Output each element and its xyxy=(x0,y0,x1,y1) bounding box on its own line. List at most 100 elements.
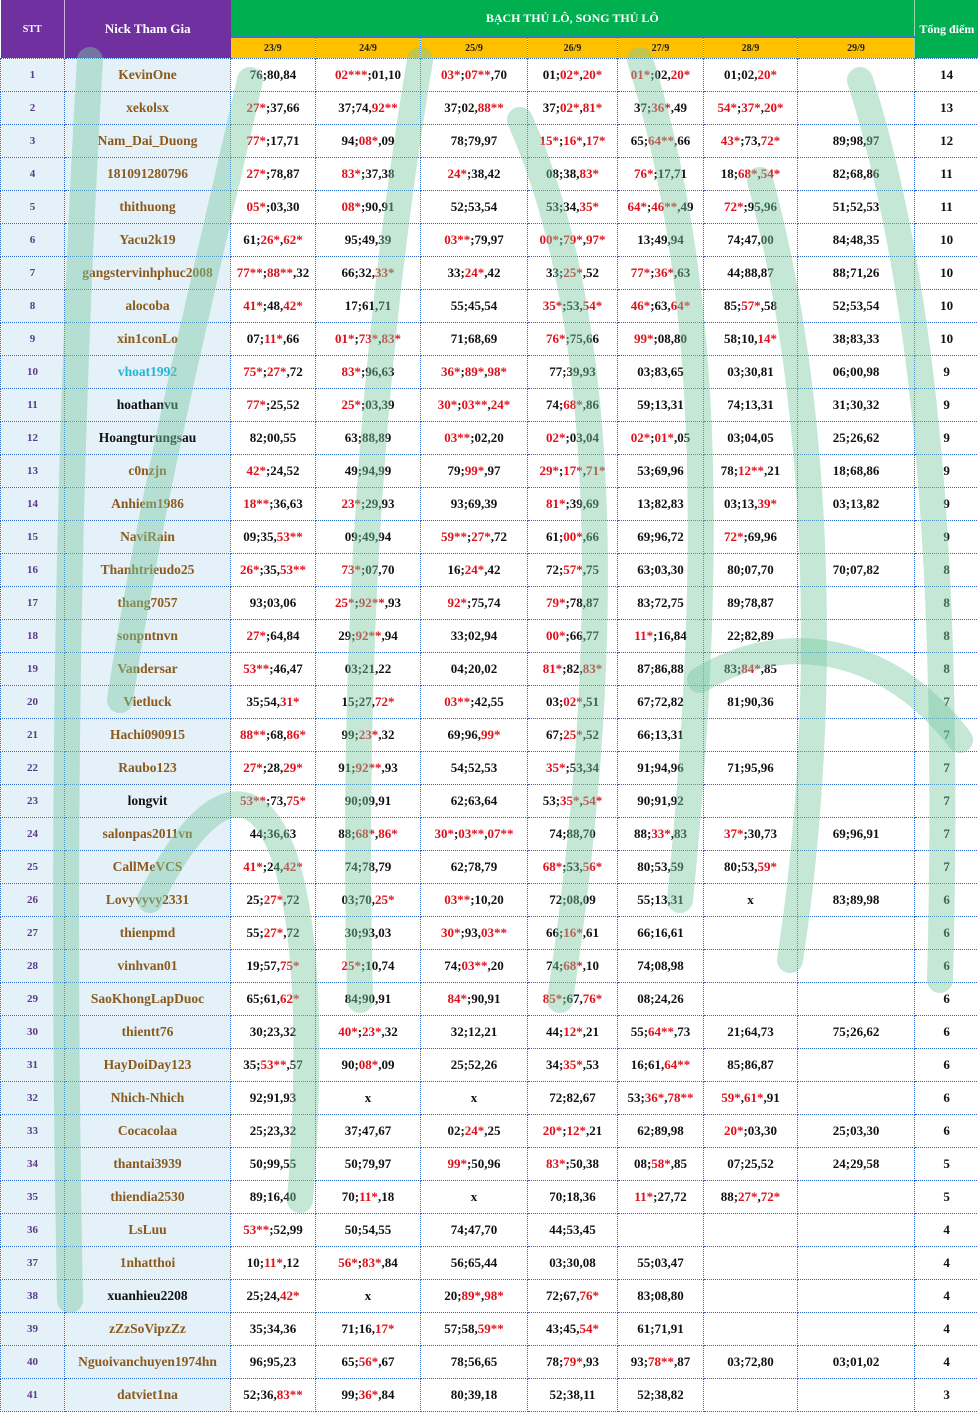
pick-number: 38 xyxy=(833,331,846,346)
hit-number: 11* xyxy=(634,628,653,643)
player-nick: Vietluck xyxy=(65,686,231,719)
hit-number: 30* xyxy=(438,397,458,412)
pick-cell: 15;27,72* xyxy=(316,686,421,719)
pick-cell: 74;88,70 xyxy=(528,818,618,851)
hit-number: 41* xyxy=(243,298,263,313)
pick-number: 97 xyxy=(491,232,504,247)
pick-number: 83 xyxy=(637,595,650,610)
pick-number: 20 xyxy=(491,892,504,907)
pick-number: 06 xyxy=(283,595,296,610)
hit-number: 35* xyxy=(560,793,580,808)
hit-number: 02* xyxy=(546,430,566,445)
hit-number: 27* xyxy=(264,892,284,907)
pick-number: 78 xyxy=(721,463,734,478)
pick-cell: 56*;83*,84 xyxy=(316,1247,421,1280)
pick-number: 26 xyxy=(850,1024,863,1039)
pick-number: 74 xyxy=(356,100,369,115)
player-nick: thantai3939 xyxy=(65,1148,231,1181)
pick-number: 67 xyxy=(378,1123,391,1138)
pick-number: 20 xyxy=(468,661,481,676)
hit-number: 92** xyxy=(356,628,382,643)
pick-number: 84 xyxy=(345,991,358,1006)
hit-number: 72* xyxy=(724,199,744,214)
pick-number: 75 xyxy=(570,331,583,346)
pick-number: 07 xyxy=(727,1156,740,1171)
pick-number: 52 xyxy=(468,1057,481,1072)
pick-cell: 61;00*,66 xyxy=(528,521,618,554)
hit-number: 03** xyxy=(462,958,488,973)
pick-cell: 25;27*,72 xyxy=(231,884,316,917)
pick-cell: 90;08*,09 xyxy=(316,1049,421,1082)
pick-number: 66 xyxy=(341,265,354,280)
pick-cell: 30;93,03 xyxy=(316,917,421,950)
pick-number: 66 xyxy=(286,331,299,346)
pick-cell: 93;78**,87 xyxy=(618,1346,704,1379)
pick-number: 99 xyxy=(290,1222,303,1237)
hit-number: 71* xyxy=(586,463,606,478)
pick-number: 68 xyxy=(850,166,863,181)
hit-number: 07** xyxy=(465,67,491,82)
pick-number: 36 xyxy=(283,1321,296,1336)
pick-number: 83 xyxy=(674,826,687,841)
player-nick: thang7057 xyxy=(65,587,231,620)
pick-cell xyxy=(798,1082,915,1115)
nick-header: Nick Tham Gia xyxy=(65,0,231,59)
pick-cell: 30;23,32 xyxy=(231,1016,316,1049)
pick-number: 87 xyxy=(287,166,300,181)
hit-number: 88** xyxy=(478,100,504,115)
total-score: 10 xyxy=(915,257,978,290)
hit-number: 17* xyxy=(563,463,583,478)
row-number: 8 xyxy=(1,290,65,323)
pick-number: 13 xyxy=(655,397,668,412)
pick-cell: 25;52,26 xyxy=(421,1049,528,1082)
hit-number: 83* xyxy=(382,331,402,346)
pick-number: 61 xyxy=(264,991,277,1006)
pick-number: 90 xyxy=(362,991,375,1006)
pick-number: 03 xyxy=(549,1255,562,1270)
pick-number: 24 xyxy=(267,859,280,874)
pick-number: 74 xyxy=(546,397,559,412)
pick-number: 54 xyxy=(451,760,464,775)
pick-cell: 78;79*,93 xyxy=(528,1346,618,1379)
hit-number: 77** xyxy=(237,265,263,280)
pick-number: 53 xyxy=(546,199,559,214)
pick-number: 70 xyxy=(359,892,372,907)
pick-number: 44 xyxy=(549,1222,562,1237)
pick-cell: 02*;03,04 xyxy=(528,422,618,455)
pick-number: 63 xyxy=(345,430,358,445)
pick-number: 57 xyxy=(290,1057,303,1072)
pick-number: 78 xyxy=(451,1354,464,1369)
pick-number: 39 xyxy=(468,1387,481,1402)
pick-number: 53 xyxy=(866,199,879,214)
date-header: 25/9 xyxy=(421,37,528,59)
pick-number: 16 xyxy=(267,1189,280,1204)
pick-cell: 89;16,40 xyxy=(231,1181,316,1214)
pick-number: 16 xyxy=(657,628,670,643)
hit-number: 53** xyxy=(243,1222,269,1237)
pick-number: 90 xyxy=(365,199,378,214)
pick-number: 29 xyxy=(850,1156,863,1171)
pick-number: 35 xyxy=(866,232,879,247)
pick-number: 50 xyxy=(250,1156,263,1171)
pick-number: 61 xyxy=(671,925,684,940)
pick-cell: 77*;17,71 xyxy=(231,125,316,158)
hit-number: 20* xyxy=(724,1123,744,1138)
hit-number: 27* xyxy=(246,166,266,181)
hit-number: 72* xyxy=(375,694,395,709)
pick-number: 97 xyxy=(484,133,497,148)
pick-number: 72 xyxy=(287,925,300,940)
pick-number: 66 xyxy=(546,925,559,940)
hit-number: 12* xyxy=(567,1123,587,1138)
pick-number: 56 xyxy=(451,1255,464,1270)
pick-number: x xyxy=(747,892,754,907)
hit-number: 76* xyxy=(583,991,603,1006)
pick-number: 80 xyxy=(451,1387,464,1402)
hit-number: 42* xyxy=(280,1288,300,1303)
pick-number: 62 xyxy=(451,793,464,808)
pick-cell: 32;12,21 xyxy=(421,1016,528,1049)
pick-number: 72 xyxy=(674,1189,687,1204)
